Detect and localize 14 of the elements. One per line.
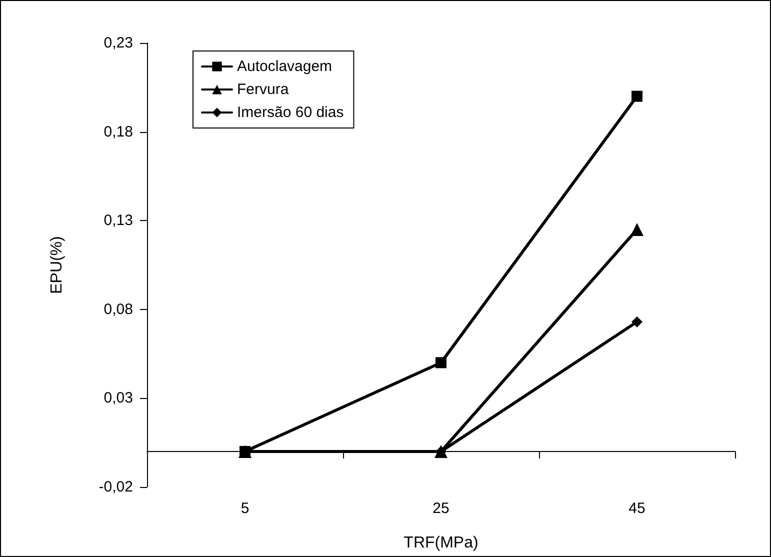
y-tick-label: 0,13: [104, 212, 133, 230]
x-tick-label: 5: [240, 500, 250, 517]
legend-label: Fervura: [237, 81, 290, 98]
y-tick-label: 0,03: [104, 390, 133, 407]
x-tick-label: 25: [432, 500, 450, 517]
x-tick-label: 45: [628, 500, 646, 517]
y-tick-label: 0,08: [104, 300, 133, 318]
legend-label: Autoclavagem: [237, 58, 332, 75]
legend-label: Imersão 60 dias: [237, 104, 344, 121]
y-tick-label: 0,18: [104, 123, 133, 140]
y-tick-label: -0,02: [98, 478, 133, 496]
y-tick-label: 0,23: [104, 34, 133, 52]
y-axis-title: EPU(%): [48, 236, 66, 294]
x-axis-title: TRF(MPa): [404, 534, 478, 552]
